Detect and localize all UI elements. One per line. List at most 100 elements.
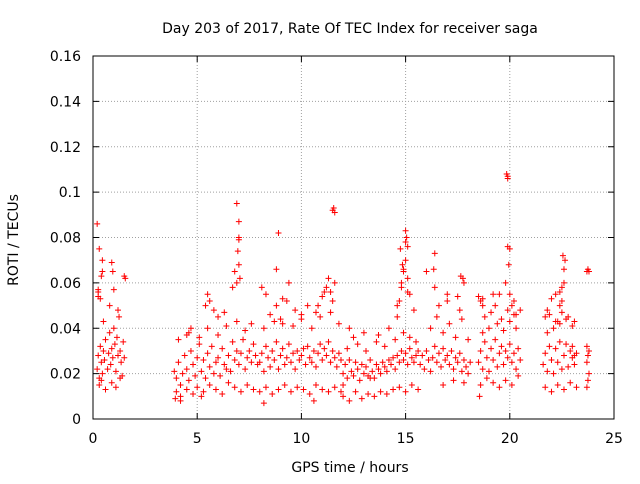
data-point xyxy=(321,345,328,352)
data-point xyxy=(215,313,222,320)
data-point xyxy=(504,307,511,314)
data-point xyxy=(492,302,499,309)
data-point xyxy=(429,354,436,361)
data-point xyxy=(221,361,228,368)
data-point xyxy=(340,393,347,400)
data-point xyxy=(415,386,422,393)
data-point xyxy=(235,236,242,243)
data-point xyxy=(267,363,274,370)
data-point xyxy=(206,298,213,305)
data-point xyxy=(200,357,207,364)
data-point xyxy=(294,347,301,354)
data-point xyxy=(105,350,112,357)
data-point xyxy=(371,393,378,400)
data-point xyxy=(109,354,116,361)
data-point xyxy=(505,261,512,268)
data-point xyxy=(344,345,351,352)
data-point xyxy=(546,311,553,318)
data-point xyxy=(121,354,128,361)
data-point xyxy=(304,302,311,309)
data-point xyxy=(373,338,380,345)
data-point xyxy=(560,266,567,273)
data-point xyxy=(400,357,407,364)
y-tick-label: 0.04 xyxy=(50,321,81,337)
data-point xyxy=(450,366,457,373)
data-point xyxy=(231,268,238,275)
data-point xyxy=(227,368,234,375)
data-point xyxy=(456,307,463,314)
data-point xyxy=(237,350,244,357)
data-point xyxy=(110,325,117,332)
data-point xyxy=(504,354,511,361)
data-point xyxy=(183,366,190,373)
data-point xyxy=(569,322,576,329)
data-point xyxy=(396,298,403,305)
data-point xyxy=(215,354,222,361)
data-point xyxy=(306,391,313,398)
data-point xyxy=(185,377,192,384)
data-point xyxy=(560,279,567,286)
data-point xyxy=(294,384,301,391)
data-point xyxy=(281,361,288,368)
data-point xyxy=(558,309,565,316)
data-point xyxy=(179,370,186,377)
data-point xyxy=(277,316,284,323)
chart-title: Day 203 of 2017, Rate Of TEC Index for r… xyxy=(162,21,538,37)
data-point xyxy=(558,366,565,373)
data-point xyxy=(584,377,591,384)
data-point xyxy=(225,352,232,359)
data-point xyxy=(287,359,294,366)
data-point xyxy=(329,298,336,305)
data-point xyxy=(177,397,184,404)
data-point xyxy=(548,295,555,302)
data-point xyxy=(446,320,453,327)
data-point xyxy=(187,347,194,354)
data-point xyxy=(94,220,101,227)
data-point xyxy=(498,343,505,350)
data-point xyxy=(356,377,363,384)
data-point xyxy=(113,334,120,341)
data-point xyxy=(267,311,274,318)
data-point xyxy=(190,391,197,398)
data-point xyxy=(560,352,567,359)
x-tick-label: 10 xyxy=(292,431,310,447)
data-point xyxy=(454,293,461,300)
data-point xyxy=(358,361,365,368)
data-point xyxy=(262,291,269,298)
data-point xyxy=(204,291,211,298)
data-point xyxy=(363,363,370,370)
data-point xyxy=(298,352,305,359)
data-point xyxy=(271,318,278,325)
data-point xyxy=(279,295,286,302)
data-point xyxy=(442,357,449,364)
data-point xyxy=(327,359,334,366)
data-point xyxy=(448,347,455,354)
data-point xyxy=(571,318,578,325)
data-point xyxy=(408,354,415,361)
data-point xyxy=(548,388,555,395)
data-point xyxy=(388,361,395,368)
data-point xyxy=(202,375,209,382)
data-point xyxy=(390,354,397,361)
data-point xyxy=(398,279,405,286)
data-point xyxy=(479,329,486,336)
data-point xyxy=(552,291,559,298)
data-point xyxy=(346,397,353,404)
data-point xyxy=(219,391,226,398)
data-point xyxy=(413,338,420,345)
data-point xyxy=(494,363,501,370)
data-point xyxy=(275,386,282,393)
data-point xyxy=(496,384,503,391)
data-point xyxy=(112,384,119,391)
data-point xyxy=(400,266,407,273)
data-point xyxy=(260,325,267,332)
data-point xyxy=(444,298,451,305)
data-point xyxy=(458,316,465,323)
data-point xyxy=(556,302,563,309)
data-point xyxy=(321,288,328,295)
data-point xyxy=(246,347,253,354)
data-point xyxy=(404,288,411,295)
data-point xyxy=(571,352,578,359)
data-point xyxy=(504,175,511,182)
data-point xyxy=(283,298,290,305)
